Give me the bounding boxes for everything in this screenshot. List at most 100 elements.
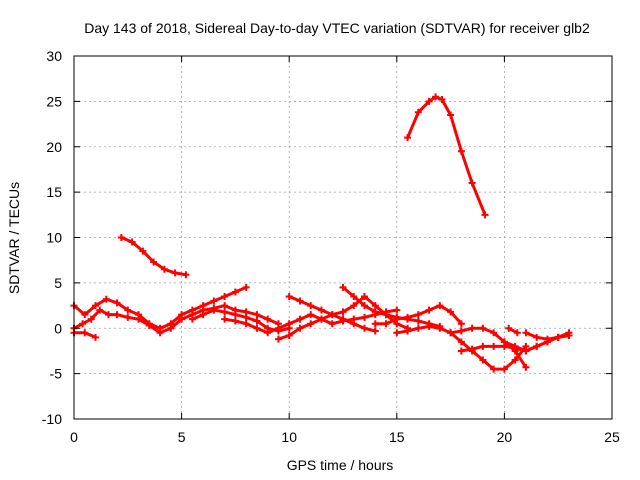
data-point <box>328 320 336 328</box>
data-point <box>150 258 158 266</box>
data-point <box>432 93 440 101</box>
data-point <box>79 320 87 328</box>
data-point <box>145 322 153 330</box>
data-point <box>457 320 465 328</box>
x-tick-label: 15 <box>389 429 405 445</box>
x-tick-label: 10 <box>281 429 297 445</box>
y-tick-label: 20 <box>46 139 62 155</box>
data-point <box>361 324 369 332</box>
series-s3 <box>70 283 250 332</box>
data-point <box>350 320 358 328</box>
data-point <box>565 332 573 340</box>
data-point <box>253 317 261 325</box>
series-s11 <box>371 302 465 328</box>
data-point <box>382 311 390 319</box>
data-point <box>242 283 250 291</box>
data-point <box>425 306 433 314</box>
data-point <box>92 302 100 310</box>
data-point <box>393 329 401 337</box>
data-point <box>178 315 186 323</box>
series-s5 <box>70 329 100 341</box>
data-point <box>339 308 347 316</box>
data-point <box>160 265 168 273</box>
data-point <box>328 311 336 319</box>
grid-layer <box>74 56 612 419</box>
data-point <box>404 327 412 335</box>
data-point <box>361 302 369 310</box>
data-point <box>436 302 444 310</box>
x-tick-label: 5 <box>178 429 186 445</box>
data-point <box>87 315 95 323</box>
data-point <box>513 329 521 337</box>
data-point <box>135 315 143 323</box>
data-point <box>479 356 487 364</box>
series-line <box>119 236 188 277</box>
data-point <box>479 324 487 332</box>
data-point <box>231 317 239 325</box>
data-point <box>511 342 519 350</box>
series-line <box>276 313 377 341</box>
data-point <box>339 315 347 323</box>
data-point <box>339 283 347 291</box>
data-point <box>500 365 508 373</box>
data-point <box>511 356 519 364</box>
data-point <box>96 306 104 314</box>
data-point <box>393 306 401 314</box>
data-point <box>447 308 455 316</box>
data-point <box>371 327 379 335</box>
data-point <box>167 324 175 332</box>
data-point <box>457 347 465 355</box>
data-point <box>522 363 530 371</box>
data-point <box>296 324 304 332</box>
data-point <box>171 269 179 277</box>
data-point <box>500 338 508 346</box>
data-point <box>468 345 476 353</box>
data-point <box>457 338 465 346</box>
data-point <box>490 329 498 337</box>
series-s15 <box>500 329 573 355</box>
data-point <box>436 324 444 332</box>
tick-layer: 0 5 10 15 20 25 -10 -5 0 5 10 15 20 25 30 <box>42 48 620 445</box>
data-point <box>447 329 455 337</box>
data-point <box>490 365 498 373</box>
data-point <box>253 324 261 332</box>
data-point <box>221 302 229 310</box>
y-tick-label: -5 <box>50 366 63 382</box>
data-point <box>414 311 422 319</box>
data-point <box>264 329 272 337</box>
data-point <box>490 342 498 350</box>
data-point <box>371 308 379 316</box>
data-point <box>533 333 541 341</box>
data-point <box>317 306 325 314</box>
data-point <box>468 179 476 187</box>
data-point <box>350 302 358 310</box>
data-point <box>404 134 412 142</box>
data-point <box>307 311 315 319</box>
data-point <box>274 324 282 332</box>
series-s4 <box>70 302 282 337</box>
chart-title: Day 143 of 2018, Sidereal Day-to-day VTE… <box>84 20 590 36</box>
y-tick-label: 30 <box>46 48 62 64</box>
data-point <box>81 311 89 319</box>
x-tick-label: 0 <box>70 429 78 445</box>
data-point <box>81 329 89 337</box>
data-point <box>371 302 379 310</box>
series-s17 <box>505 324 521 337</box>
data-point <box>264 315 272 323</box>
x-tick-label: 25 <box>604 429 620 445</box>
data-point <box>425 322 433 330</box>
series-s16 <box>522 329 573 343</box>
y-tick-label: 15 <box>46 184 62 200</box>
data-point <box>296 315 304 323</box>
data-point <box>221 315 229 323</box>
data-point <box>468 324 476 332</box>
data-point <box>285 332 293 340</box>
y-tick-label: 25 <box>46 93 62 109</box>
data-point <box>457 327 465 335</box>
series-s2 <box>117 234 190 279</box>
data-point <box>285 292 293 300</box>
data-point <box>522 329 530 337</box>
data-point <box>414 108 422 116</box>
data-point <box>199 311 207 319</box>
data-point <box>210 297 218 305</box>
